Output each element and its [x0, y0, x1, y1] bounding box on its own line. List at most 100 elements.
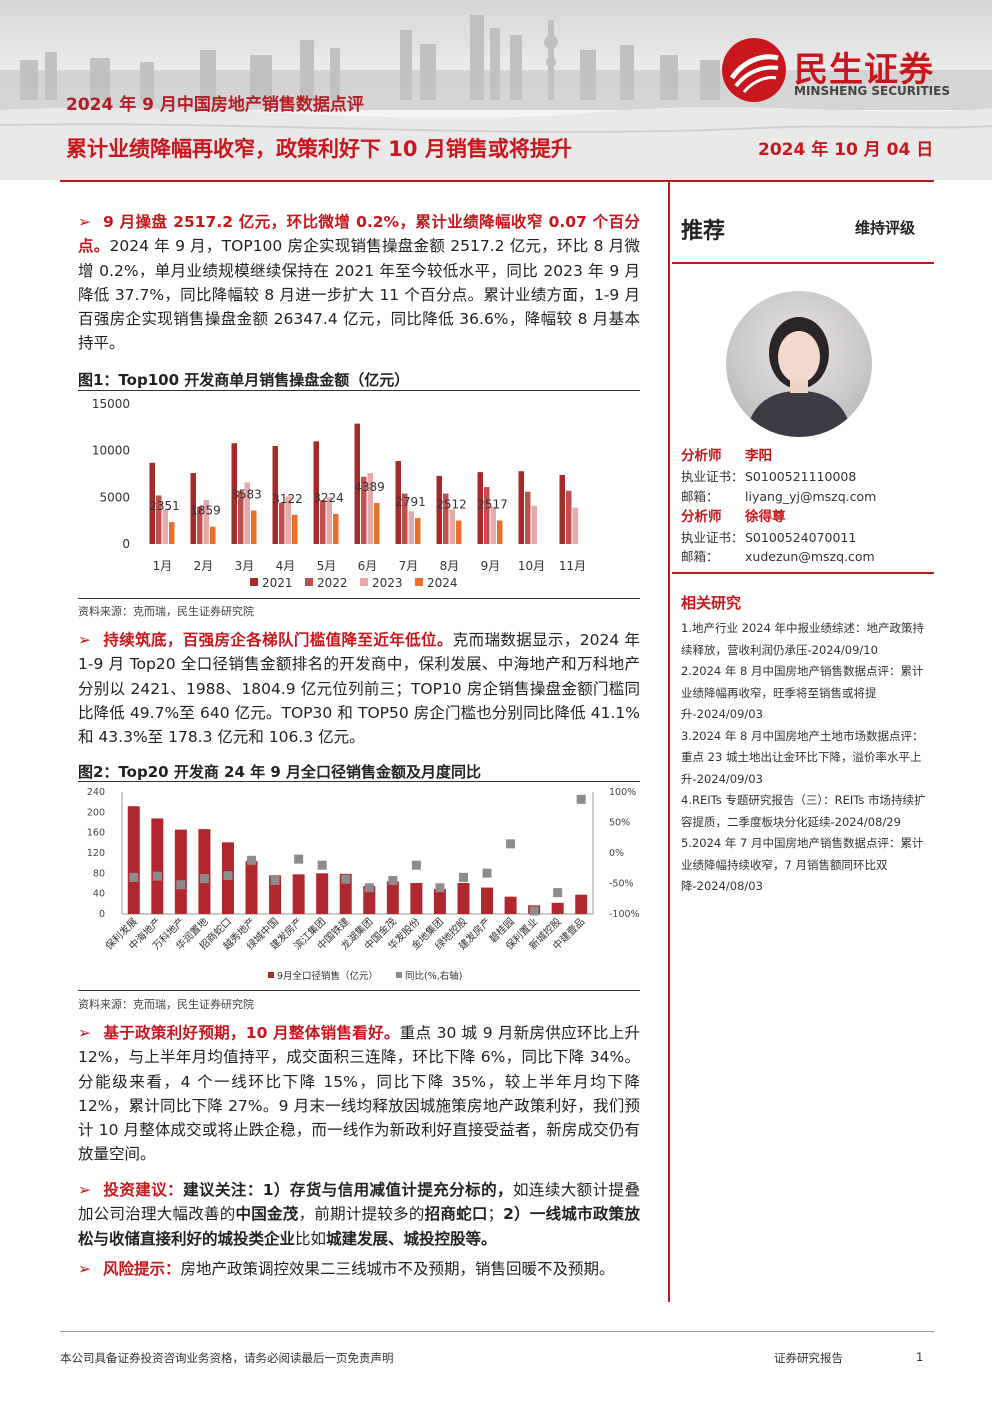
figure1-chart: 15000 10000 5000 0 1月 2月 3月 4月 5月 6月 7月 8月 9月 10月 11月 2… — [92, 397, 586, 590]
yoy-marker — [506, 839, 516, 849]
bar-2024 — [333, 513, 339, 544]
para-lead: 持续筑底，百强房企各梯队门槛值降至近年低位。 — [103, 631, 453, 649]
data-label: 1859 — [190, 504, 221, 518]
bar-2023 — [531, 505, 537, 544]
y-tick-label: 80 — [93, 868, 105, 879]
logo-emblem-icon — [722, 38, 786, 102]
legend-swatch — [396, 972, 402, 978]
analyst-2-role-row: 分析师 徐得尊 — [681, 505, 786, 525]
legend-label: 2021 — [262, 576, 293, 590]
paragraph-investment: ➢ 投资建议：建议关注：1）存货与信用减值计提充分标的，如连续大额计提叠加公司治理… — [78, 1178, 640, 1251]
bar-2024 — [415, 517, 421, 544]
x-tick-label: 3月 — [235, 559, 255, 573]
column-divider — [668, 182, 670, 1302]
related-research-list: 1.地产行业 2024 年中报业绩综述：地产政策持续释放，营收利润仍承压-202… — [681, 618, 927, 898]
y-tick-label: 40 — [93, 889, 105, 900]
y-tick-label: 0 — [122, 537, 130, 551]
yoy-marker — [270, 875, 280, 885]
data-label: 2351 — [149, 499, 180, 513]
yoy-marker — [388, 875, 398, 885]
bar-2024 — [292, 514, 298, 544]
bar-2021 — [559, 474, 565, 544]
yoy-marker — [482, 868, 492, 878]
bar-2023 — [162, 509, 168, 544]
figure2-bottom-rule — [78, 990, 640, 991]
related-item[interactable]: 2.2024 年 8 月中国房地产销售数据点评：累计业绩降幅再收窄，旺季将至销售… — [681, 664, 924, 721]
x-tick-label: 7月 — [399, 559, 419, 573]
analyst-1-mail[interactable]: liyang_yj@mszq.com — [745, 489, 877, 504]
bullet-arrow-icon: ➢ — [78, 1260, 91, 1278]
data-label: 4389 — [354, 480, 385, 494]
sales-bar — [174, 829, 187, 914]
sales-bar — [551, 902, 564, 914]
related-item[interactable]: 4.REITs 专题研究报告（三）：REITs 市场持续扩容提质，二季度板块分化… — [681, 793, 926, 829]
bar-2021 — [231, 443, 237, 544]
rating-sub: 维持评级 — [855, 219, 916, 237]
figure2-chart: 24020016012080400100%50%0%-50%-100%保利发展中… — [87, 787, 640, 982]
sales-bar — [457, 882, 470, 914]
bar-2024 — [169, 522, 175, 544]
analyst-2-mail[interactable]: xudezun@mszq.com — [745, 549, 875, 564]
related-item[interactable]: 5.2024 年 7 月中国房地产销售数据点评：累计业绩降幅持续收窄，7 月销售… — [681, 836, 924, 893]
bar-2021 — [190, 473, 196, 544]
related-item[interactable]: 3.2024 年 8 月中国房地产土地市场数据点评：重点 23 城土地出让金环比… — [681, 728, 924, 786]
bar-2021 — [272, 446, 278, 544]
sales-bar — [410, 882, 423, 914]
inv-bold-3: 招商蛇口 — [424, 1205, 488, 1224]
related-research-title: 相关研究 — [681, 594, 742, 612]
analyst-2-mail-row: 邮箱： xudezun@mszq.com — [681, 546, 875, 565]
figure2-rule — [78, 781, 640, 782]
para-lead: 投资建议： — [103, 1181, 184, 1199]
yoy-marker — [176, 880, 186, 890]
minsheng-logo: 民生证券 MINSHENG SECURITIES — [722, 38, 972, 108]
bar-2021 — [477, 472, 483, 544]
analyst-1-mail-label: 邮箱： — [681, 489, 719, 504]
para-lead: 风险提示： — [103, 1260, 181, 1278]
analyst-1-role-row: 分析师 李阳 — [681, 444, 772, 464]
legend-swatch — [360, 578, 368, 586]
analyst-1-name: 李阳 — [745, 448, 772, 464]
legend-label: 同比(%,右轴) — [405, 970, 462, 982]
bullet-arrow-icon: ➢ — [78, 213, 91, 231]
bar-2023 — [408, 511, 414, 544]
bar-2024 — [251, 510, 257, 544]
legend-swatch — [415, 578, 423, 586]
bar-2023 — [367, 473, 373, 544]
y2-tick-label: 50% — [609, 818, 630, 829]
header-banner: 民生证券 MINSHENG SECURITIES 2024 年 9 月中国房地产… — [0, 0, 992, 180]
sales-bar — [433, 889, 446, 914]
x-tick-label: 1月 — [153, 559, 173, 573]
sales-bar — [339, 873, 352, 914]
y2-tick-label: 100% — [609, 787, 636, 798]
bar-2022 — [197, 506, 203, 544]
related-item[interactable]: 1.地产行业 2024 年中报业绩综述：地产政策持续释放，营收利润仍承压-202… — [681, 621, 925, 657]
bullet-arrow-icon: ➢ — [78, 631, 91, 649]
x-tick-label: 9月 — [481, 559, 501, 573]
sales-bar — [127, 806, 140, 914]
yoy-marker — [129, 872, 139, 882]
footer-page-number: 1 — [916, 1350, 924, 1364]
analyst-1-role: 分析师 — [681, 448, 722, 464]
sales-bar — [269, 875, 282, 914]
para-body: 重点 30 城 9 月新房供应环比上升 12%，与上半年月均值持平，成交面积三连… — [78, 1024, 641, 1164]
yoy-marker — [199, 874, 209, 884]
yoy-marker — [247, 855, 257, 865]
sales-bar — [575, 894, 588, 914]
sales-bar — [316, 873, 329, 914]
analyst-2-role: 分析师 — [681, 509, 722, 525]
sales-bar — [504, 896, 517, 914]
sales-bar — [245, 861, 258, 914]
analyst-2-cert-row: 执业证书：S0100524070011 — [681, 527, 856, 546]
inv-bold-1: 建议关注：1）存货与信用减值计提充分标的， — [183, 1181, 513, 1199]
y2-tick-label: -50% — [609, 879, 634, 890]
yoy-marker — [294, 854, 304, 864]
bar-2024 — [374, 503, 380, 544]
y-tick-label: 10000 — [92, 444, 130, 458]
report-date: 2024 年 10 月 04 日 — [758, 140, 934, 160]
logo-en-text: MINSHENG SECURITIES — [794, 84, 950, 98]
y2-tick-label: 0% — [609, 848, 624, 859]
sales-bar — [198, 829, 211, 914]
y-tick-label: 0 — [99, 909, 105, 920]
bar-2022 — [156, 495, 162, 544]
header-divider — [60, 180, 934, 182]
